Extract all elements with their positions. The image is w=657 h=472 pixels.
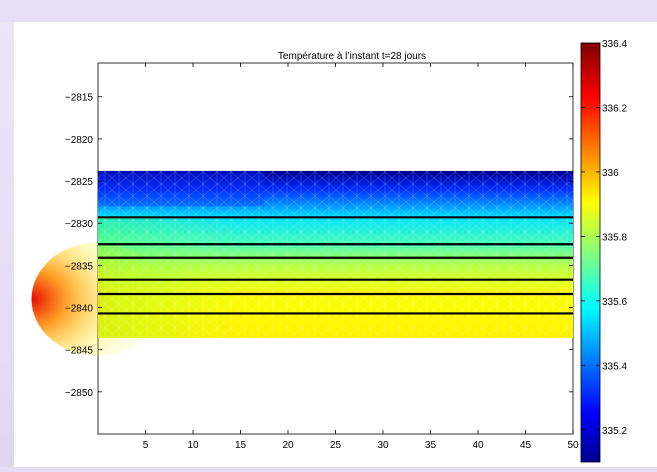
window-top-band — [0, 0, 657, 22]
y-tick-label: −2825 — [65, 177, 94, 188]
y-tick-label: −2845 — [65, 346, 94, 357]
window-left-band — [0, 22, 14, 467]
colorbar-tick-label: 335.4 — [602, 361, 627, 372]
x-tick-label: 50 — [567, 440, 579, 451]
x-axis: 5 10 15 20 25 30 35 40 45 50 — [143, 63, 579, 451]
y-tick-label: −2815 — [65, 93, 94, 104]
colorbar-tick-label: 335.6 — [602, 297, 627, 308]
plot-layer — [31, 62, 574, 435]
x-tick-label: 30 — [377, 440, 389, 451]
chart-title: Température à l’instant t=28 jours — [278, 51, 426, 62]
colorbar-gradient — [580, 42, 601, 463]
y-axis: −2815 −2820 −2825 −2830 −2835 −2840 −2845 −2850 — [65, 93, 573, 399]
x-tick-label: 45 — [520, 440, 532, 451]
y-tick-label: −2820 — [65, 135, 94, 146]
x-tick-label: 35 — [425, 440, 437, 451]
x-tick-label: 40 — [472, 440, 484, 451]
figure-area: Température à l’instant t=28 jours 5 10 15… — [14, 22, 657, 467]
colorbar-tick-label: 335.2 — [602, 426, 627, 437]
mesh-overlay — [98, 170, 573, 338]
x-tick-label: 20 — [282, 440, 294, 451]
x-tick-label: 25 — [330, 440, 342, 451]
y-tick-label: −2850 — [65, 388, 94, 399]
colorbar-tick-label: 336.2 — [602, 103, 627, 114]
y-tick-label: −2840 — [65, 304, 94, 315]
colorbar-tick-label: 335.8 — [602, 232, 627, 243]
x-tick-label: 10 — [187, 440, 199, 451]
colorbar: 335.2 335.4 335.6 335.8 336 336.2 336.4 — [580, 39, 627, 463]
temperature-heatmap-chart: Température à l’instant t=28 jours 5 10 15… — [31, 39, 627, 463]
x-tick-label: 15 — [235, 440, 247, 451]
y-tick-label: −2835 — [65, 261, 94, 272]
colorbar-tick-label: 336 — [602, 168, 619, 179]
colorbar-tick-label: 336.4 — [602, 39, 627, 50]
y-tick-label: −2830 — [65, 219, 94, 230]
x-tick-label: 5 — [143, 440, 149, 451]
